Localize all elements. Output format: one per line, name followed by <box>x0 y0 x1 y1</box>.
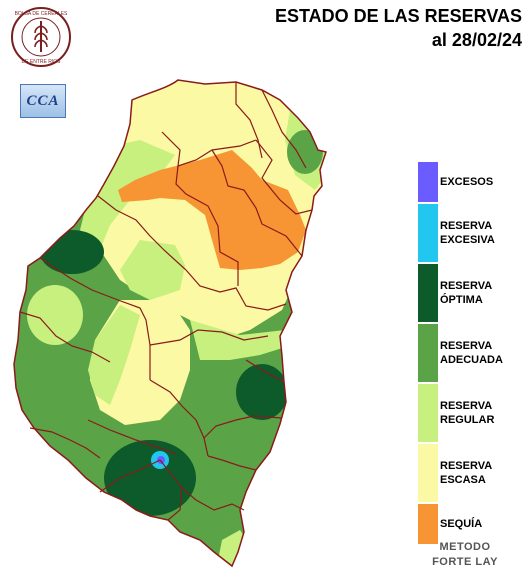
zone-sequia <box>118 150 306 270</box>
legend-swatch-sequia <box>418 504 438 544</box>
reserves-map <box>13 79 327 567</box>
legend-item-reserva-regular: RESERVA REGULAR <box>418 384 528 442</box>
svg-text:DE ENTRE RIOS: DE ENTRE RIOS <box>22 59 62 65</box>
bolsa-cereales-seal-logo: BOLSA DE CEREALES DE ENTRE RIOS <box>11 7 71 67</box>
zone-optima-northwest <box>40 230 104 274</box>
legend-label-reserva-regular: RESERVA REGULAR <box>440 400 495 426</box>
legend-swatch-reserva-adecuada <box>418 324 438 382</box>
method-line-1: METODO <box>439 541 491 553</box>
method-credit: METODO FORTE LAY <box>410 540 520 570</box>
legend-item-sequia: SEQUÍA <box>418 504 528 544</box>
legend-label-reserva-escasa: RESERVA ESCASA <box>440 460 492 486</box>
department-borders <box>19 82 313 521</box>
legend-swatch-reserva-optima <box>418 264 438 322</box>
legend-label-reserva-adecuada: RESERVA ADECUADA <box>440 340 503 366</box>
map-title: ESTADO DE LAS RESERVAS al 28/02/24 <box>202 4 522 52</box>
zone-excesos-south <box>157 456 165 464</box>
zone-regular-east <box>190 320 292 360</box>
cca-logo-text: CCA <box>26 92 60 109</box>
method-line-2: FORTE LAY <box>432 556 498 568</box>
legend-label-reserva-excesiva: RESERVA EXCESIVA <box>440 220 495 246</box>
legend-item-reserva-optima: RESERVA ÓPTIMA <box>418 264 528 322</box>
legend-swatch-excesos <box>418 162 438 202</box>
title-line-1: ESTADO DE LAS RESERVAS <box>274 6 522 26</box>
legend-swatch-reserva-regular <box>418 384 438 442</box>
legend-label-excesos: EXCESOS <box>440 176 494 188</box>
svg-text:BOLSA DE CEREALES: BOLSA DE CEREALES <box>15 11 68 17</box>
zone-optima-south <box>104 440 196 516</box>
zone-regular-west <box>27 285 83 345</box>
legend-item-reserva-adecuada: RESERVA ADECUADA <box>418 324 528 382</box>
legend-label-sequia: SEQUÍA <box>440 518 483 530</box>
legend-label-reserva-optima: RESERVA ÓPTIMA <box>440 280 492 306</box>
legend-item-reserva-excesiva: RESERVA EXCESIVA <box>418 204 528 262</box>
legend-item-reserva-escasa: RESERVA ESCASA <box>418 444 528 502</box>
legend-swatch-reserva-excesiva <box>418 204 438 262</box>
map-legend: EXCESOS RESERVA EXCESIVA RESERVA ÓPTIMA … <box>418 162 528 546</box>
legend-item-excesos: EXCESOS <box>418 162 528 202</box>
cca-logo: CCA <box>20 84 66 118</box>
title-line-2: al 28/02/24 <box>431 30 522 50</box>
zone-optima-east <box>236 364 288 420</box>
zone-regular-center-ring <box>88 305 140 405</box>
legend-swatch-reserva-escasa <box>418 444 438 502</box>
